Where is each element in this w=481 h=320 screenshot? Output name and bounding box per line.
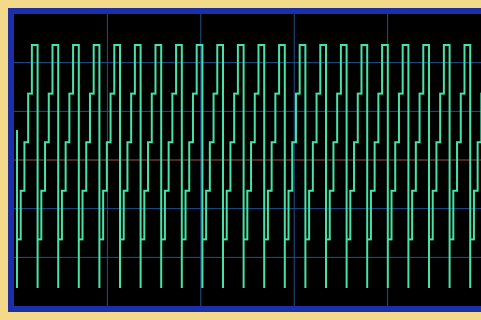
oscilloscope <box>0 0 481 320</box>
page: (() => { const data = JSON.parse(documen… <box>0 0 481 320</box>
